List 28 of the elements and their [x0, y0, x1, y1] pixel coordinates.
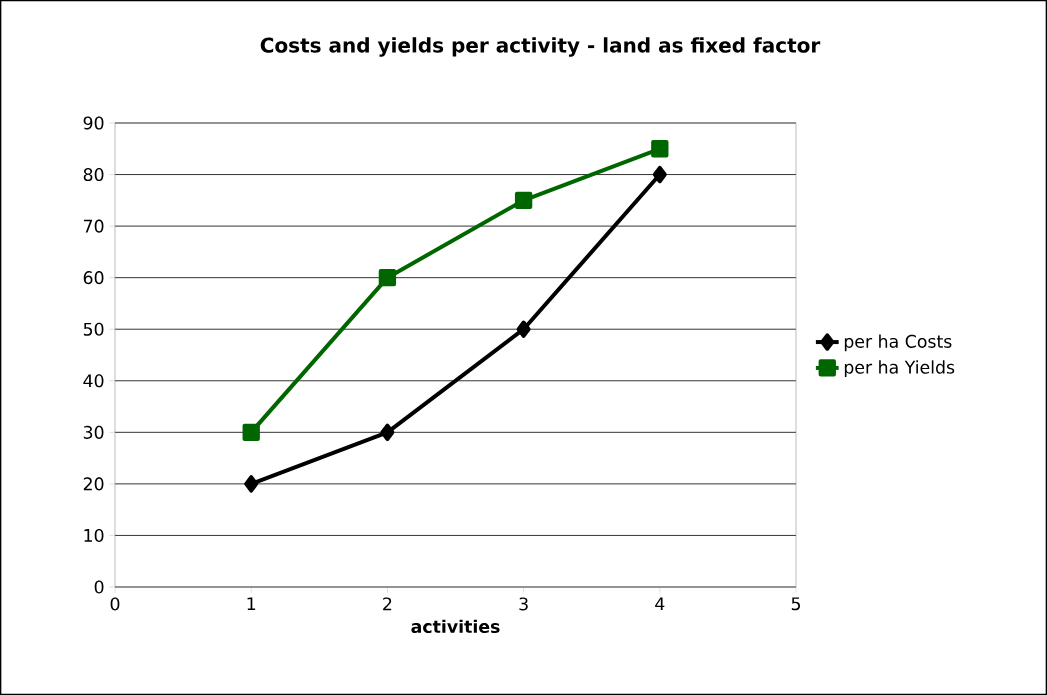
- y-tick-label: 90: [83, 116, 104, 130]
- chart-title: Costs and yields per activity - land as fixed factor: [260, 37, 821, 57]
- y-tick-label: 40: [83, 374, 104, 388]
- legend-label: per ha Yields: [844, 360, 955, 378]
- x-axis-title: activities: [411, 619, 500, 634]
- point: [514, 191, 533, 209]
- y-tick-label: 80: [83, 168, 104, 182]
- x-tick-label: 3: [519, 597, 528, 611]
- point: [242, 423, 260, 441]
- point: [378, 268, 397, 287]
- x-tick-label: 4: [655, 597, 665, 611]
- x-tick-label: 0: [110, 597, 120, 611]
- x-tick-label: 5: [791, 597, 800, 611]
- point: [516, 320, 531, 338]
- point: [652, 165, 667, 184]
- y-tick-label: 50: [83, 322, 104, 336]
- y-tick-label: 30: [83, 425, 104, 439]
- x-tick-label: 2: [383, 597, 392, 611]
- y-tick-label: 0: [94, 580, 104, 594]
- y-tick-label: 10: [84, 528, 104, 542]
- y-tick-label: 70: [83, 219, 104, 233]
- point: [651, 140, 669, 158]
- y-tick-label: 60: [83, 271, 104, 285]
- legend-label: per ha Costs: [844, 334, 952, 352]
- y-tick-label: 20: [83, 477, 104, 491]
- point: [244, 475, 259, 493]
- point: [380, 423, 395, 441]
- x-tick-label: 1: [247, 597, 256, 611]
